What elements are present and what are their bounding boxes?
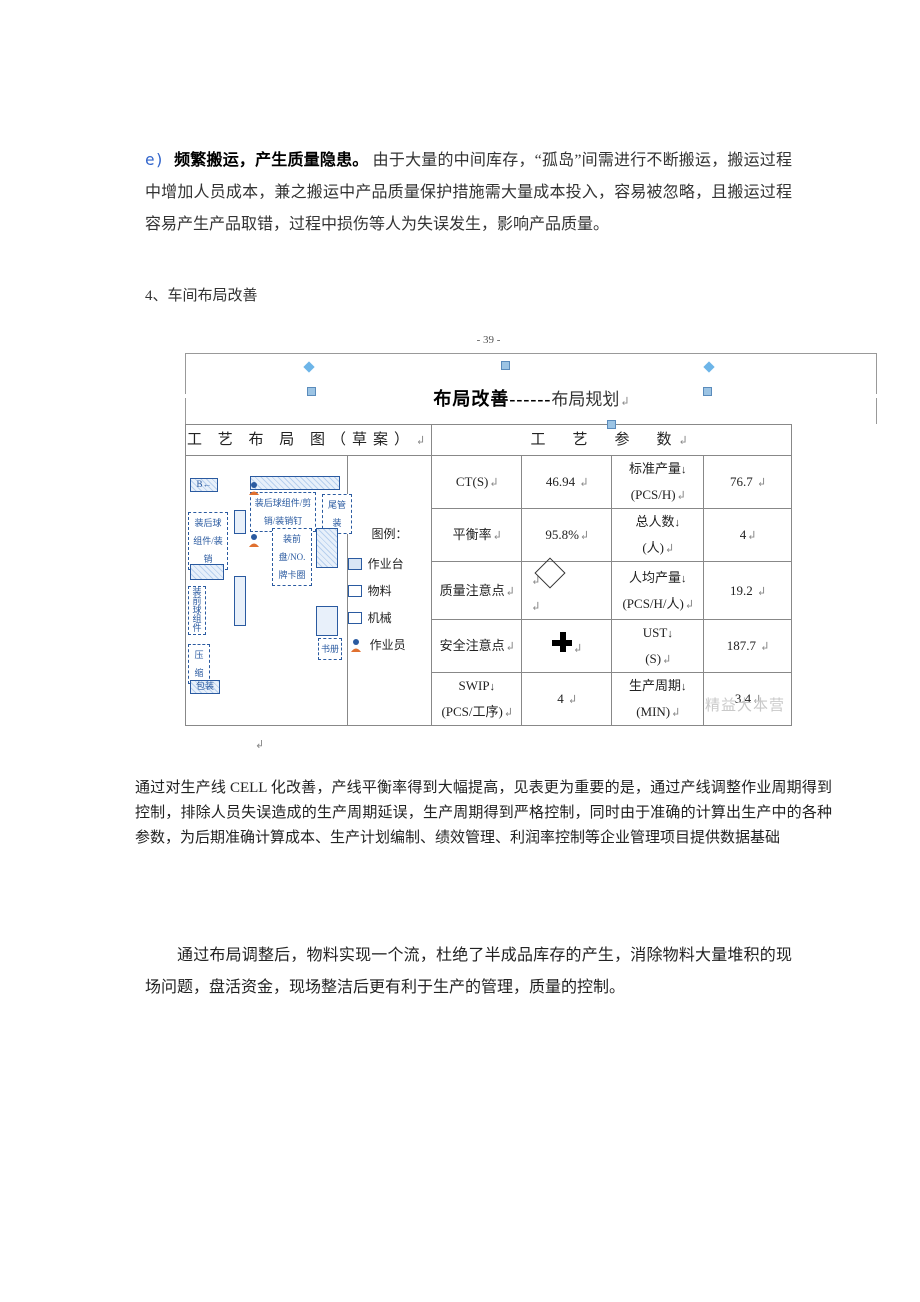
- legend-swatch-icon: [348, 612, 362, 624]
- decoration-square-icon: [607, 420, 616, 429]
- layout-diagram-cell: B← 装后球组件/剪销/装销钉 尾管装 装后球组件/装销 装前盘/NO.牌卡圈 …: [186, 456, 348, 726]
- figure-title-main: 布局改善------: [433, 389, 551, 409]
- diamond-icon: [535, 557, 566, 588]
- legend-row: 物料: [348, 579, 432, 603]
- mini-label: 压缩: [188, 644, 210, 684]
- paragraph-after-figure: 通过对生产线 CELL 化改善，产线平衡率得到大幅提高，见表更为重要的是，通过产…: [135, 776, 832, 850]
- legend-swatch-icon: [348, 585, 362, 597]
- cross-icon: [552, 632, 572, 652]
- mini-label: 装后球组件/剪销/装销钉: [250, 492, 316, 532]
- param-value: 187.7 ↲: [704, 620, 792, 673]
- mini-box: [190, 564, 224, 580]
- figure-title-sub: 布局规划: [551, 390, 619, 409]
- legend-row: 作业员: [348, 633, 432, 657]
- param-label: 质量注意点↲: [432, 562, 522, 620]
- table-header-left: 工 艺 布 局 图（草案）↲: [186, 425, 432, 456]
- operator-icon: [246, 480, 262, 496]
- legend-title: 图例：: [348, 522, 432, 546]
- param-label: 人均产量↓(PCS/H/人)↲: [612, 562, 704, 620]
- param-label: 总人数↓(人)↲: [612, 509, 704, 562]
- param-label: CT(S)↲: [432, 456, 522, 509]
- param-value: 76.7 ↲: [704, 456, 792, 509]
- mini-layout-diagram: B← 装后球组件/剪销/装销钉 尾管装 装后球组件/装销 装前盘/NO.牌卡圈 …: [186, 476, 347, 706]
- param-value-safety: ↲: [522, 620, 612, 673]
- figure-table: 工 艺 布 局 图（草案）↲ 工 艺 参 数↲ B← 装后球组件/剪销/装销钉 …: [185, 424, 792, 726]
- header-left-text: 工 艺 布 局 图（草案）: [187, 432, 415, 448]
- param-value: 95.8%↲: [522, 509, 612, 562]
- legend-label: 作业员: [370, 633, 406, 657]
- param-value: 19.2 ↲: [704, 562, 792, 620]
- legend-swatch-icon: [348, 558, 362, 570]
- param-label: SWIP↓(PCS/工序)↲: [432, 673, 522, 726]
- param-label: 生产周期↓(MIN)↲: [612, 673, 704, 726]
- mini-label: 书册: [318, 638, 342, 660]
- para-e-label: e): [145, 150, 174, 169]
- legend-label: 机械: [368, 606, 392, 630]
- mini-box: [316, 606, 338, 636]
- param-label: 安全注意点↲: [432, 620, 522, 673]
- legend-operator-icon: [348, 637, 364, 653]
- mini-label: 装前盘/NO.牌卡圈: [272, 528, 312, 586]
- table-header-right: 工 艺 参 数↲: [432, 425, 792, 456]
- legend-label: 作业台: [368, 552, 404, 576]
- mini-box: 包装: [190, 680, 220, 694]
- legend-label: 物料: [368, 579, 392, 603]
- param-value: 46.94 ↲: [522, 456, 612, 509]
- param-value: 3.4↲ 精益大本营: [704, 673, 792, 726]
- para-e-bold: 频繁搬运，产生质量隐患。: [174, 152, 368, 169]
- legend-cell: 图例： 作业台 物料 机械: [347, 456, 432, 726]
- param-value: 4 ↲: [522, 673, 612, 726]
- return-mark-icon: ↲: [255, 734, 792, 756]
- mini-box: [250, 476, 340, 490]
- paragraph-last: 通过布局调整后，物料实现一个流，杜绝了半成品库存的产生，消除物料大量堆积的现场问…: [145, 940, 792, 1004]
- heading-section-4: 4、车间布局改善: [145, 281, 792, 311]
- param-value-quality: ↲↲: [522, 562, 612, 620]
- mini-box: [234, 576, 246, 626]
- mini-label: 装前球组件: [188, 586, 206, 635]
- figure-layout-improvement: - 39 - . 布局改善------布局规划↲ 工 艺 布 局 图（草案）↲: [185, 329, 792, 756]
- param-label: UST↓(S)↲: [612, 620, 704, 673]
- mini-box: B←: [190, 478, 218, 492]
- return-mark-icon: ↲: [621, 394, 628, 408]
- mini-label: 装后球组件/装销: [188, 512, 228, 570]
- mini-box: [316, 528, 338, 568]
- legend-row: 机械: [348, 606, 432, 630]
- param-label: 标准产量↓(PCS/H)↲: [612, 456, 704, 509]
- param-value: 4↲: [704, 509, 792, 562]
- figure-pageno: - 39 -: [185, 329, 792, 351]
- operator-icon: [246, 532, 262, 548]
- legend-row: 作业台: [348, 552, 432, 576]
- header-right-text: 工 艺 参 数: [531, 432, 678, 448]
- mini-box: [234, 510, 246, 534]
- paragraph-e: e) 频繁搬运，产生质量隐患。 由于大量的中间库存，“孤岛”间需进行不断搬运，搬…: [145, 144, 792, 241]
- param-label: 平衡率↲: [432, 509, 522, 562]
